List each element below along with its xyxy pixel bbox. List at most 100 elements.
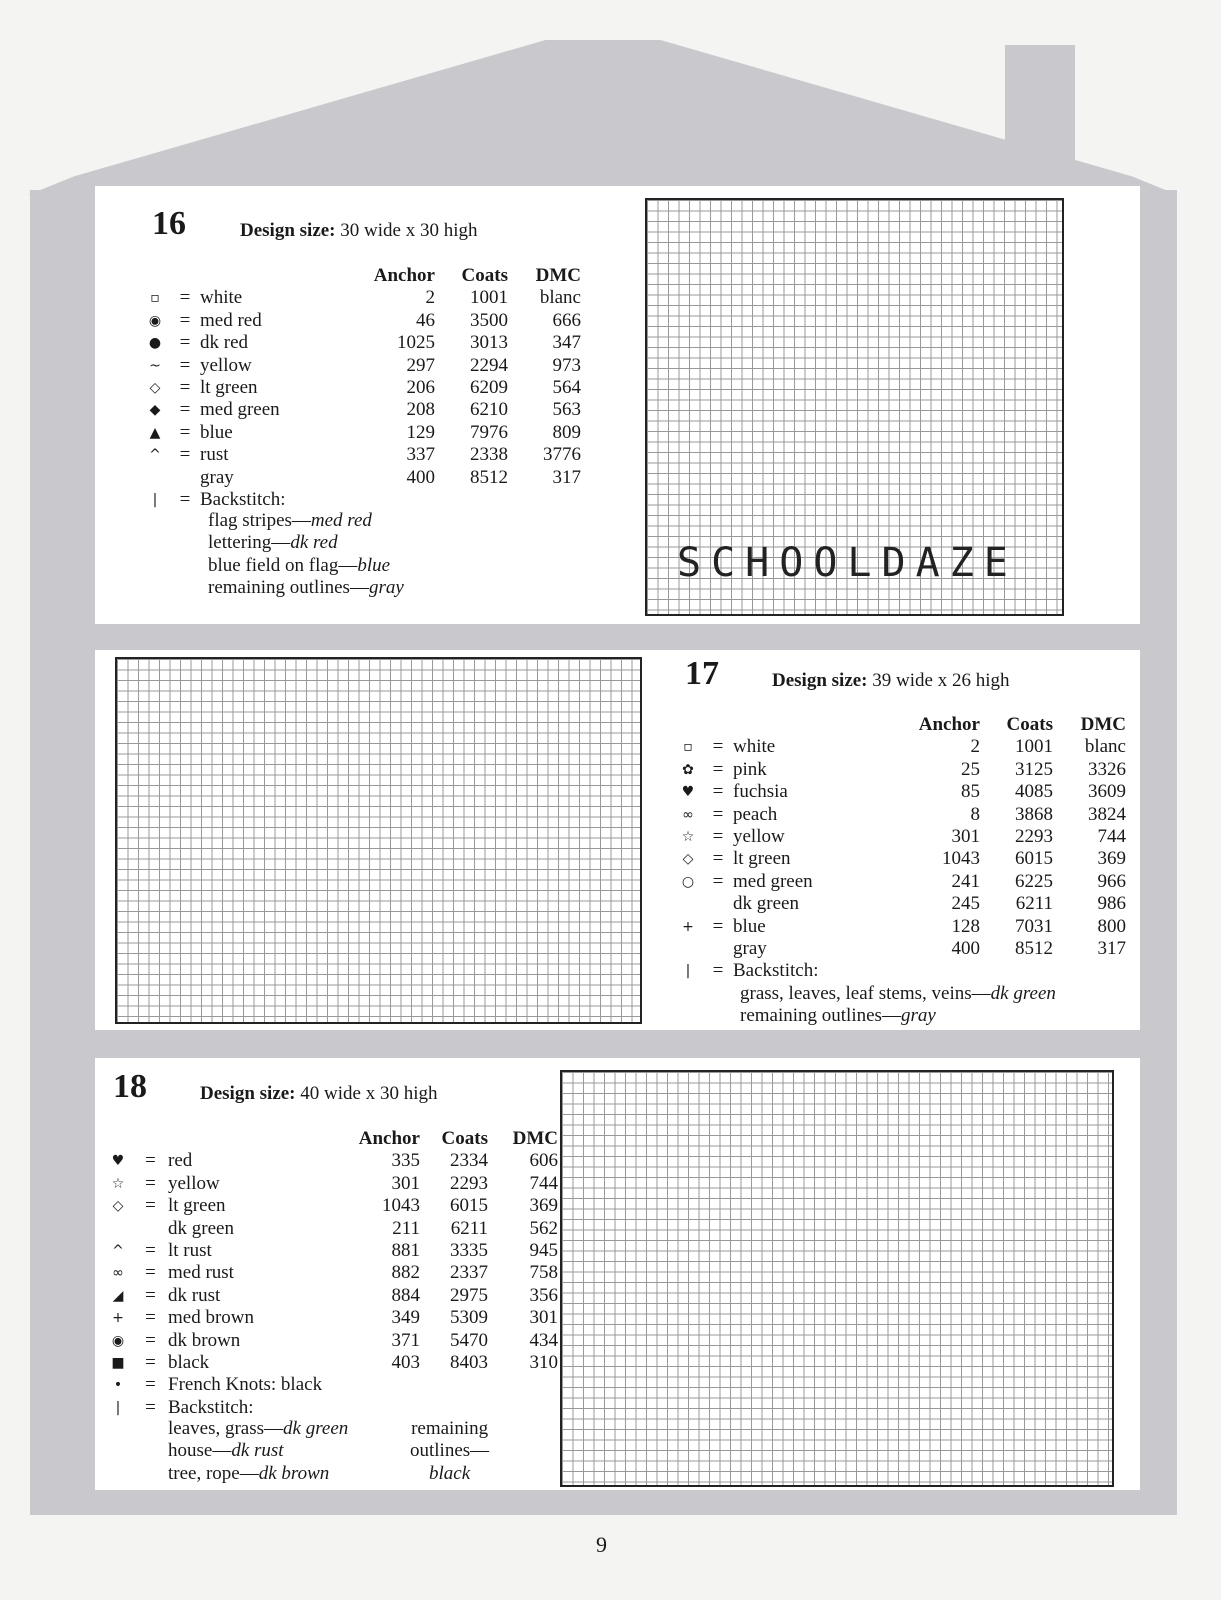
backstitch-note: flag stripes—med red [208,510,404,532]
dmc-number: 666 [552,309,582,331]
coats-number: 1001 [1015,736,1053,758]
dmc-number: 347 [552,332,582,354]
note-area: blue field on flag— [208,554,358,576]
coats-number: 2334 [450,1150,488,1172]
coats-number: 3500 [470,309,508,331]
equals-sign: = [712,870,724,892]
color-key: Anchor Coats DMC ▫ = white 2 1001 blanc ◉ = med red… [140,265,581,511]
color-name: med brown [168,1307,255,1329]
note-area: grass, leaves, leaf stems, veins— [740,983,991,1004]
dmc-number: 744 [1097,826,1127,848]
stitch-symbol-icon: | [115,1399,121,1416]
color-name: Backstitch: [733,960,819,982]
stitch-symbol-icon: ✿ [682,761,694,778]
coats-number: 2294 [470,354,508,376]
column-header: DMC [1080,714,1126,735]
stitch-symbol-icon: ♥ [681,784,695,801]
equals-sign: = [145,1329,156,1351]
design-size-label: Design size: [240,220,336,241]
color-name: gray [200,466,234,488]
cross-stitch-chart-garden [115,657,642,1024]
color-name: blue [200,421,233,443]
anchor-number: 1043 [942,848,980,870]
anchor-number: 2 [970,736,981,758]
column-header: Coats [441,1128,488,1149]
equals-sign: = [145,1172,156,1194]
dmc-number: 317 [552,466,582,488]
dmc-number: 563 [552,399,582,421]
color-key: Anchor Coats DMC ♥ = red 335 2334 606 ☆ = yellow 301… [103,1128,558,1419]
equals-sign: = [712,736,724,758]
note-color: med red [310,510,372,531]
anchor-number: 85 [961,781,980,803]
color-name: red [168,1150,193,1172]
equals-sign: = [712,758,724,780]
dmc-number: 301 [529,1307,559,1329]
anchor-number: 301 [391,1172,421,1194]
stitch-symbol-icon [103,1218,133,1240]
coats-number: 6225 [1015,870,1053,892]
column-header: DMC [535,265,581,286]
stitch-symbol-icon: ∞ [682,806,694,823]
stitch-symbol-icon: + [112,1310,124,1327]
backstitch-notes-right: remaining outlines— black [410,1418,489,1485]
stitch-symbol-icon [140,467,170,489]
cross-stitch-chart-schoolhouse: SCHOOLDAZE [645,198,1064,616]
backstitch-notes: grass, leaves, leaf stems, veins—dk gree… [740,983,1056,1028]
coats-number: 6211 [1015,893,1053,915]
equals-sign [170,467,200,489]
dmc-number: 606 [529,1150,559,1172]
chart-lettering: SCHOOLDAZE [677,540,1018,586]
stitch-symbol-icon: ▫ [150,290,160,307]
stitch-symbol-icon: ■ [111,1355,125,1372]
equals-sign: = [145,1150,156,1172]
color-name: pink [733,758,767,780]
equals-sign: = [712,960,724,982]
equals-sign: = [179,399,191,421]
coats-number: 6210 [470,399,508,421]
design-size-value: 30 wide x 30 high [340,220,478,241]
backstitch-note: house—dk rust [168,1440,348,1462]
anchor-number: 129 [406,421,436,443]
equals-sign: = [145,1374,156,1396]
color-name: med green [733,870,813,892]
stitch-symbol-icon: ~ [149,357,161,374]
coats-number: 2338 [470,444,508,466]
anchor-number: 301 [951,826,981,848]
coats-number: 6209 [470,377,508,399]
coats-number: 5309 [450,1307,488,1329]
coats-number: 5470 [450,1329,488,1351]
spacer [103,1128,133,1150]
coats-number: 2337 [450,1262,488,1284]
dmc-number: 356 [529,1284,559,1306]
color-name: dk green [168,1217,234,1239]
color-name: Backstitch: [200,489,286,511]
coats-number: 6211 [450,1217,488,1239]
backstitch-notes: flag stripes—med red lettering—dk red blue… [208,510,404,600]
coats-number: 4085 [1015,781,1053,803]
stitch-symbol-icon: ◇ [149,380,161,397]
anchor-number: 211 [392,1217,420,1239]
equals-sign: = [145,1307,156,1329]
note-color: dk green [283,1418,349,1439]
color-name: black [168,1352,210,1374]
equals-sign: = [145,1284,156,1306]
equals-sign: = [145,1396,156,1418]
color-name: French Knots: black [168,1374,323,1396]
coats-number: 7031 [1015,915,1053,937]
dmc-number: 966 [1097,870,1127,892]
anchor-number: 208 [406,399,436,421]
anchor-number: 881 [391,1240,421,1262]
note-color: dk rust [231,1440,284,1462]
backstitch-note: leaves, grass—dk green [168,1418,348,1440]
coats-number: 3868 [1015,803,1053,825]
stitch-symbol-icon: ▲ [149,424,161,441]
coats-number: 2293 [1015,826,1053,848]
backstitch-note: blue field on flag—blue [208,555,404,577]
stitch-symbol-icon: ∞ [112,1265,124,1282]
note-area: tree, rope— [168,1462,259,1484]
coats-number: 8512 [470,466,508,488]
dmc-number: 800 [1097,915,1127,937]
anchor-number: 349 [391,1307,421,1329]
coats-number: 8403 [450,1352,488,1374]
